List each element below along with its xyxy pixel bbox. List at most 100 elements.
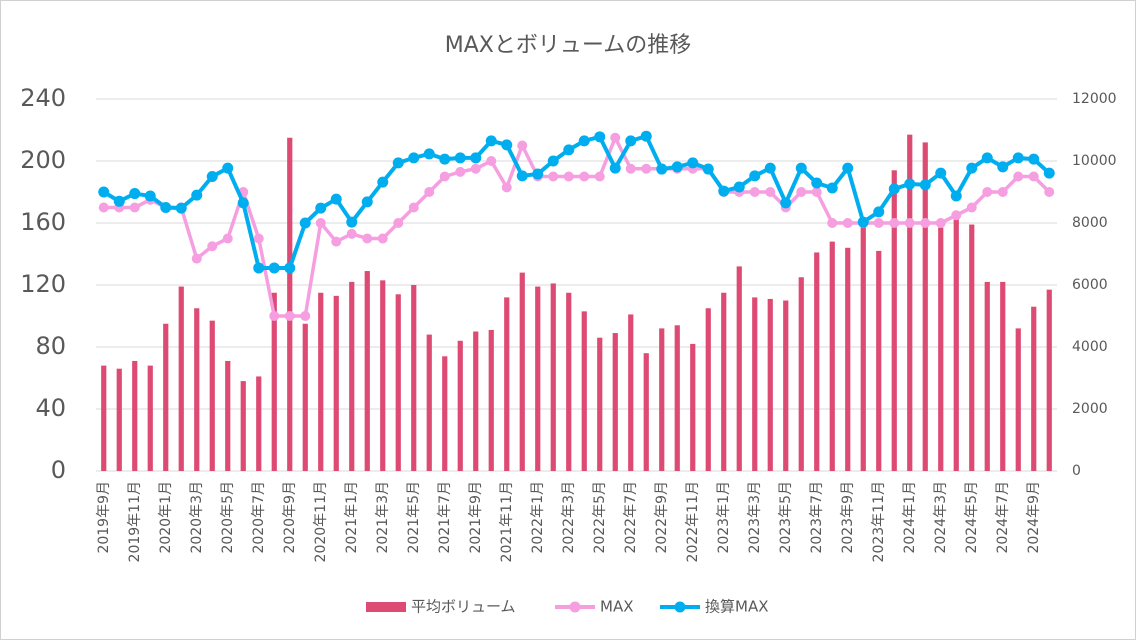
line-marker — [424, 187, 435, 197]
bar — [705, 308, 711, 471]
x-tick-label: 2024年5月 — [964, 481, 980, 554]
bar — [566, 292, 572, 471]
line-marker — [749, 170, 761, 182]
y2-tick-label: 6000 — [1072, 277, 1108, 293]
line-marker — [455, 166, 466, 177]
x-tick-label: 2021年1月 — [344, 481, 360, 554]
line-marker — [966, 162, 978, 174]
line-marker — [206, 171, 218, 182]
x-tick-label: 2022年11月 — [685, 481, 701, 562]
line-marker — [532, 168, 544, 180]
bar — [752, 297, 758, 471]
line-marker — [315, 202, 327, 214]
bar — [1031, 306, 1037, 471]
bar — [178, 286, 184, 471]
line-marker — [268, 262, 280, 274]
line-marker — [966, 202, 977, 213]
line-marker — [950, 190, 962, 202]
x-tick-label: 2021年3月 — [375, 481, 391, 554]
line-marker — [454, 152, 466, 164]
line-marker — [501, 182, 512, 193]
line-marker — [796, 187, 807, 197]
bar — [256, 376, 262, 471]
line-marker — [253, 262, 265, 274]
bar — [721, 292, 727, 471]
line-marker — [920, 218, 931, 228]
line-marker — [392, 157, 404, 169]
bar — [395, 294, 401, 471]
bar — [504, 297, 510, 471]
line-marker — [517, 140, 528, 151]
line-marker — [129, 202, 140, 213]
line-marker — [284, 262, 296, 274]
bar — [364, 271, 370, 471]
line-marker — [470, 163, 481, 174]
line-marker — [485, 135, 497, 147]
bar — [1015, 328, 1021, 471]
line-marker — [702, 163, 714, 175]
bar — [287, 137, 293, 471]
bar — [442, 356, 448, 471]
line-marker — [656, 163, 668, 175]
bar — [860, 223, 866, 471]
line-marker — [563, 144, 575, 156]
line-marker — [470, 152, 482, 164]
x-tick-label: 2024年9月 — [1026, 481, 1042, 554]
line-marker — [640, 130, 652, 142]
line-marker — [904, 178, 916, 190]
y-tick-label: 240 — [20, 84, 66, 112]
line-marker — [888, 183, 900, 195]
x-tick-label: 2021年11月 — [499, 481, 515, 562]
bar — [535, 286, 541, 471]
bar — [1000, 281, 1006, 471]
line-marker — [315, 218, 326, 228]
line-marker — [733, 181, 745, 193]
line-marker — [346, 228, 357, 239]
chart-title: MAXとボリュームの推移 — [445, 33, 691, 58]
line-marker — [113, 195, 125, 207]
y2-tick-label: 0 — [1072, 463, 1081, 479]
bar — [457, 340, 463, 471]
x-tick-label: 2023年7月 — [809, 481, 825, 554]
line-marker — [547, 155, 559, 167]
line-marker — [765, 187, 776, 197]
bar — [612, 333, 618, 471]
y2-tick-label: 10000 — [1072, 153, 1117, 169]
line-marker — [207, 241, 218, 252]
line-marker — [486, 156, 497, 166]
bar — [132, 360, 138, 471]
bar — [302, 323, 308, 471]
line-marker — [764, 162, 776, 174]
x-tick-label: 2021年5月 — [406, 481, 422, 554]
x-tick-label: 2022年3月 — [561, 481, 577, 554]
bar — [876, 250, 882, 471]
line-marker — [873, 218, 884, 228]
line-marker — [826, 182, 838, 194]
line-marker — [795, 162, 807, 174]
y-tick-label: 40 — [35, 394, 66, 422]
line-marker — [129, 188, 141, 200]
line-marker — [935, 218, 946, 228]
x-tick-label: 2022年1月 — [530, 481, 546, 554]
bar — [101, 365, 107, 471]
bar — [380, 280, 386, 471]
line-marker — [811, 187, 822, 197]
line-marker — [935, 167, 947, 179]
x-tick-label: 2019年11月 — [127, 481, 143, 562]
x-tick-label: 2020年5月 — [220, 481, 236, 554]
line-marker — [408, 202, 419, 213]
bar — [1046, 289, 1052, 471]
line-marker — [579, 171, 590, 182]
x-tick-label: 2024年1月 — [902, 481, 918, 554]
bar — [628, 314, 634, 471]
x-tick-label: 2022年5月 — [592, 481, 608, 554]
y2-tick-label: 4000 — [1072, 339, 1108, 355]
bar — [953, 215, 959, 471]
line-marker — [377, 176, 389, 188]
x-tick-label: 2023年5月 — [778, 481, 794, 554]
line-marker — [951, 210, 962, 221]
bar — [643, 353, 649, 471]
x-tick-label: 2021年9月 — [468, 481, 484, 554]
line-marker — [687, 157, 699, 169]
legend-swatch — [569, 601, 581, 613]
